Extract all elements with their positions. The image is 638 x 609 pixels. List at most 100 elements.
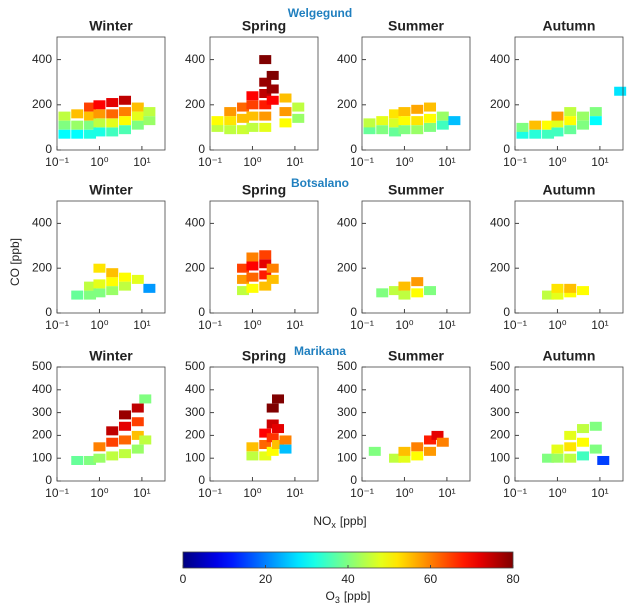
heat-cell: [259, 259, 272, 269]
x-tick-label: 10⁰: [243, 318, 261, 332]
heat-cell: [84, 120, 97, 130]
panel-title: Summer: [388, 348, 445, 364]
heat-cell: [84, 281, 97, 291]
panel-title: Winter: [89, 18, 133, 34]
heat-cell: [389, 127, 402, 137]
heat-cell: [551, 283, 564, 293]
panel-title: Autumn: [543, 182, 596, 198]
heat-cell: [259, 440, 272, 450]
x-tick-label: 10¹: [133, 486, 150, 500]
y-tick-label: 400: [32, 216, 52, 230]
x-axis-label: NOx [ppb]: [313, 514, 366, 530]
heat-cell: [259, 55, 272, 65]
x-tick-label: 10¹: [591, 155, 608, 169]
heat-cell: [266, 403, 279, 413]
x-tick-label: 10⁰: [90, 155, 108, 169]
panel-title: Summer: [388, 18, 445, 34]
plot-frame: [56, 200, 166, 314]
heat-cell: [411, 451, 424, 461]
y-tick-label: 200: [185, 260, 205, 274]
x-tick-label: 10⁻¹: [503, 318, 527, 332]
y-tick-label: 0: [198, 142, 205, 156]
panel-title: Summer: [388, 182, 445, 198]
heat-cell: [71, 290, 84, 300]
heat-cell: [259, 122, 272, 132]
heat-cell: [139, 394, 152, 404]
heat-cell: [564, 125, 577, 135]
heat-cell: [246, 283, 259, 293]
heat-cell: [279, 444, 292, 454]
x-tick-label: 10⁰: [395, 155, 413, 169]
y-tick-label: 200: [185, 428, 205, 442]
colorbar-tick-label: 60: [424, 572, 438, 586]
site-title: Marikana: [294, 344, 346, 358]
heat-cell: [246, 451, 259, 461]
heat-cell: [106, 98, 119, 108]
x-tick-label: 10⁻¹: [45, 155, 69, 169]
heat-cell: [246, 442, 259, 452]
heat-cell: [93, 453, 106, 463]
heat-cell: [389, 109, 402, 119]
x-tick-label: 10⁰: [243, 155, 261, 169]
x-tick-label: 10¹: [591, 486, 608, 500]
x-tick-label: 10⁻¹: [45, 486, 69, 500]
y-tick-label: 200: [32, 260, 52, 274]
y-tick-label: 500: [490, 359, 510, 373]
heat-cell: [106, 277, 119, 287]
y-tick-label: 100: [185, 450, 205, 464]
heat-cell: [398, 290, 411, 300]
heat-cell: [106, 109, 119, 119]
panel-title: Autumn: [543, 18, 596, 34]
heat-cell: [516, 122, 529, 132]
heat-cell: [119, 272, 132, 282]
x-tick-label: 10⁰: [395, 318, 413, 332]
heat-cell: [529, 120, 542, 130]
y-tick-label: 200: [337, 428, 357, 442]
heat-cell: [224, 116, 237, 126]
colorbar-tick-label: 80: [506, 572, 520, 586]
heat-cell: [259, 428, 272, 438]
x-tick-label: 10⁻¹: [45, 318, 69, 332]
heat-cell: [589, 421, 602, 431]
y-tick-label: 200: [32, 97, 52, 111]
heat-cell: [211, 116, 224, 126]
heat-cell: [131, 403, 144, 413]
plot-area: [210, 367, 318, 481]
y-tick-label: 500: [32, 359, 52, 373]
heat-cell: [272, 440, 285, 450]
heat-cell: [577, 437, 590, 447]
heat-cell: [131, 430, 144, 440]
heat-cell: [84, 129, 97, 139]
x-tick-label: 10⁰: [90, 486, 108, 500]
heat-cell: [398, 446, 411, 456]
heat-cell: [551, 453, 564, 463]
x-tick-label: 10⁰: [548, 318, 566, 332]
plot-frame: [209, 200, 319, 314]
heat-cell: [71, 109, 84, 119]
heat-cell: [131, 111, 144, 121]
x-tick-label: 10¹: [438, 318, 455, 332]
heat-cell: [119, 449, 132, 459]
heat-cell: [71, 455, 84, 465]
heat-cell: [577, 451, 590, 461]
heat-cell: [131, 102, 144, 112]
heat-cell: [424, 446, 437, 456]
heat-cell: [211, 122, 224, 132]
y-tick-label: 200: [490, 260, 510, 274]
heat-cell: [93, 442, 106, 452]
heat-cell: [398, 281, 411, 291]
heat-cell: [564, 430, 577, 440]
heat-cell: [564, 116, 577, 126]
panel-title: Winter: [89, 182, 133, 198]
heat-cell: [431, 430, 444, 440]
colorbar-tick-label: 40: [341, 572, 355, 586]
heat-cell: [84, 455, 97, 465]
heat-cell: [106, 268, 119, 278]
panel-title: Winter: [89, 348, 133, 364]
plot-area: [362, 367, 470, 481]
heat-cell: [577, 424, 590, 434]
heat-cell: [246, 111, 259, 121]
heat-cell: [279, 435, 292, 445]
heat-cell: [551, 290, 564, 300]
y-tick-label: 200: [490, 97, 510, 111]
